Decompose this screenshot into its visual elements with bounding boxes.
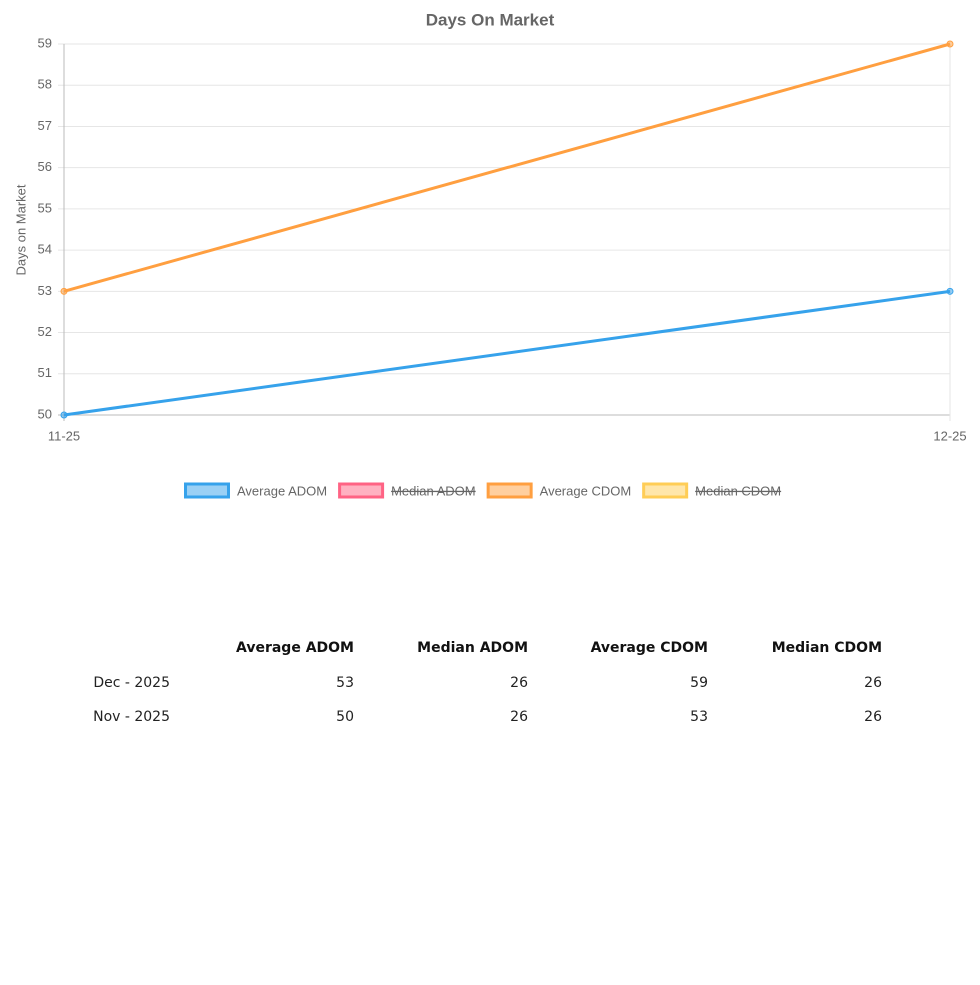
legend-swatch — [184, 482, 230, 499]
table-cell: 59 — [690, 675, 708, 691]
legend-swatch — [486, 482, 533, 499]
legend-item[interactable]: Average CDOM — [486, 482, 632, 499]
x-tick-label: 11-25 — [48, 428, 80, 443]
legend-label: Median CDOM — [695, 483, 781, 498]
legend-swatch — [642, 482, 689, 499]
chart-title: Days On Market — [426, 10, 555, 29]
y-axis-label: Days on Market — [13, 184, 28, 275]
table-cell: 53 — [336, 675, 354, 691]
y-tick-label: 52 — [38, 324, 52, 339]
y-tick-label: 57 — [38, 118, 52, 133]
legend-item[interactable]: Median ADOM — [338, 482, 476, 499]
legend-item[interactable]: Average ADOM — [184, 482, 328, 499]
legend-swatch — [338, 482, 385, 499]
data-point — [60, 287, 68, 295]
series-line — [63, 289, 951, 417]
table-cell: 26 — [510, 675, 528, 691]
y-tick-label: 55 — [38, 200, 52, 215]
row-label: Nov - 2025 — [93, 709, 170, 725]
table-cell: 50 — [336, 709, 354, 725]
table-header: Median CDOM — [772, 640, 882, 656]
table-header: Average CDOM — [591, 640, 708, 656]
y-tick-label: 58 — [38, 77, 52, 92]
table-header: Average ADOM — [236, 640, 354, 656]
legend-label: Median ADOM — [391, 483, 476, 498]
legend-label: Average CDOM — [540, 483, 632, 498]
table-cell: 26 — [510, 709, 528, 725]
data-point — [60, 411, 68, 419]
y-tick-label: 51 — [38, 365, 52, 380]
data-point — [946, 40, 954, 48]
table-cell: 53 — [690, 709, 708, 725]
y-tick-label: 53 — [38, 283, 52, 298]
table-cell: 26 — [864, 709, 882, 725]
y-tick-label: 50 — [38, 406, 52, 421]
row-label: Dec - 2025 — [93, 675, 170, 691]
data-point — [946, 287, 954, 295]
table-cell: 26 — [864, 675, 882, 691]
y-tick-label: 54 — [38, 242, 52, 257]
series-line — [63, 42, 951, 293]
y-tick-label: 59 — [38, 35, 52, 50]
legend-item[interactable]: Median CDOM — [642, 482, 781, 499]
legend-label: Average ADOM — [237, 483, 327, 498]
table-header: Median ADOM — [417, 640, 528, 656]
x-tick-label: 12-25 — [933, 428, 966, 443]
y-tick-label: 56 — [38, 159, 52, 174]
